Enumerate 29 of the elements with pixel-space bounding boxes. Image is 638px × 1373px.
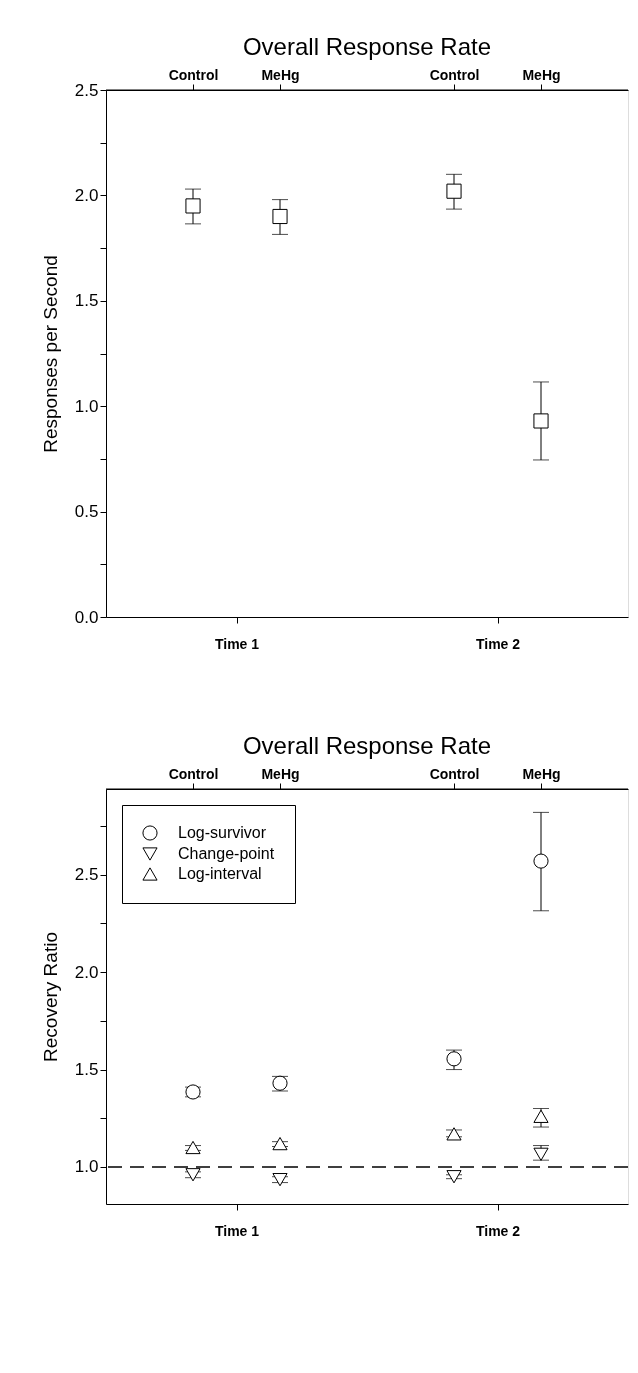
y-tick-label: 0.0 [74, 607, 99, 627]
text: Time 1 [214, 1222, 260, 1239]
x-tick-label: MeHg [522, 765, 561, 782]
legend-label: Change-point [178, 845, 275, 862]
x-tick-label: Control [168, 765, 219, 782]
x-tick-label: Control [429, 66, 480, 83]
y-tick-label: 2.5 [74, 80, 99, 100]
text: Time 1 [214, 635, 260, 652]
y-tick-label: 1.0 [74, 1157, 99, 1177]
y-axis-title: Responses per Second [39, 255, 61, 453]
x-tick-label: Control [168, 66, 219, 83]
legend-label: Log-survivor [178, 824, 267, 841]
text: Time 2 [475, 1222, 521, 1239]
y-tick-label: 0.5 [74, 502, 99, 522]
x-tick-label: MeHg [261, 765, 300, 782]
text: Time 2 [475, 635, 521, 652]
y-tick-label: 1.0 [74, 396, 99, 416]
y-tick-label: 2.0 [74, 185, 99, 205]
y-axis-title: Recovery Ratio [39, 932, 61, 1062]
chart-title: Overall Response Rate [242, 33, 492, 60]
y-tick-label: 2.0 [74, 962, 99, 982]
y-tick-label: 2.5 [74, 865, 99, 885]
x-tick-label: MeHg [261, 66, 300, 83]
x-tick-label: MeHg [522, 66, 561, 83]
x-tick-label: Control [429, 765, 480, 782]
y-tick-label: 1.5 [74, 291, 99, 311]
y-tick-label: 1.5 [74, 1060, 99, 1080]
legend-label: Log-interval [178, 865, 262, 882]
chart-title: Overall Response Rate [242, 732, 492, 759]
